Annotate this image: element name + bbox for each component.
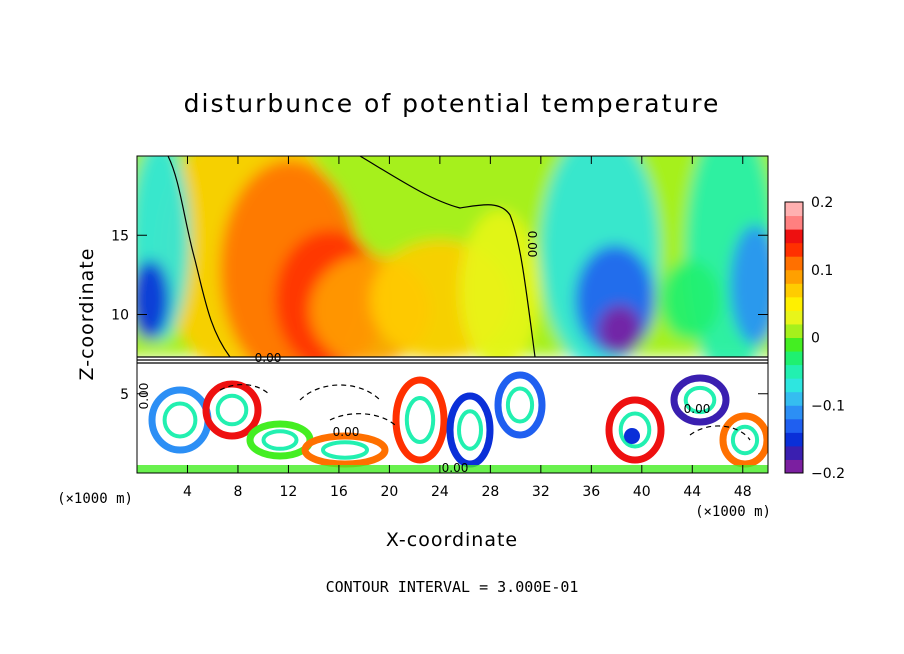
- turbulent-core: [624, 428, 640, 444]
- x-tick-label: 32: [532, 484, 550, 500]
- x-unit-right: (×1000 m): [695, 504, 771, 520]
- lower-field: [137, 357, 768, 473]
- colorbar-segment: [785, 256, 803, 271]
- colorbar-tick-label: −0.2: [811, 466, 845, 482]
- colorbar-segment: [785, 215, 803, 230]
- colorbar-segment: [785, 310, 803, 325]
- turbulent-eddy: [301, 432, 389, 468]
- colorbar-tick-label: 0: [811, 331, 820, 347]
- x-tick-label: 40: [633, 484, 651, 500]
- turbulent-eddy: [605, 396, 665, 464]
- field-blob: [598, 305, 642, 355]
- colorbar-segment: [785, 283, 803, 298]
- y-axis-label: Z-coordinate: [76, 248, 98, 381]
- plot-area: [137, 156, 768, 473]
- turbulent-eddy: [404, 396, 436, 444]
- turbulent-eddy: [261, 429, 299, 451]
- turbulent-eddy: [202, 380, 262, 440]
- colorbar-segment: [785, 351, 803, 366]
- contour-label: 0.00: [525, 231, 539, 258]
- turbulent-eddy: [457, 409, 483, 451]
- contour-lines: [137, 156, 768, 441]
- colorbar-tick-label: 0.2: [811, 195, 833, 211]
- turbulent-eddy: [505, 386, 535, 424]
- colorbar-segment: [785, 364, 803, 379]
- contour-label: 0.00: [255, 351, 282, 365]
- turbulent-eddy: [215, 393, 249, 427]
- turbulent-eddy: [719, 412, 768, 468]
- field-blob: [730, 225, 768, 345]
- colorbar-segment: [785, 391, 803, 406]
- x-tick-label: 16: [330, 484, 348, 500]
- x-tick-label: 28: [481, 484, 499, 500]
- x-axis-label: X-coordinate: [386, 529, 518, 551]
- turbulent-eddy: [618, 411, 652, 449]
- x-unit-left: (×1000 m): [57, 491, 133, 507]
- contour-line: [359, 156, 536, 358]
- colorbar: 0.2 0.1 0 −0.1 −0.2: [784, 195, 845, 482]
- colorbar-segment: [785, 432, 803, 447]
- field-blob: [660, 260, 720, 340]
- y-tick-label: 15: [111, 228, 129, 244]
- colorbar-segment: [785, 242, 803, 257]
- surface-band: [137, 465, 768, 473]
- turbulent-eddy: [162, 401, 198, 439]
- contour-label: 0.00: [442, 461, 469, 475]
- y-tick-label: 5: [120, 387, 129, 403]
- turbulent-eddy: [670, 374, 730, 426]
- contour-label: 0.00: [137, 383, 151, 410]
- x-tick-label: 48: [734, 484, 752, 500]
- x-tick-label: 36: [582, 484, 600, 500]
- colorbar-segment: [785, 269, 803, 284]
- colorbar-segment: [785, 459, 803, 474]
- field-blob: [137, 260, 170, 340]
- colorbar-segment: [785, 229, 803, 244]
- contour-labels: 0.00 0.00 0.00 0.00 0.00 0.00: [137, 231, 710, 475]
- x-tick-label: 8: [233, 484, 242, 500]
- colorbar-tick-label: 0.1: [811, 263, 833, 279]
- turbulent-eddy: [494, 371, 546, 439]
- colorbar-segment: [785, 445, 803, 460]
- colorbar-segment: [785, 378, 803, 393]
- chart-title: disturbunce of potential temperature: [184, 89, 721, 118]
- colorbar-segment: [785, 323, 803, 338]
- x-tick-label: 20: [380, 484, 398, 500]
- colorbar-tick-label: −0.1: [811, 398, 845, 414]
- contour-label: 0.00: [684, 402, 711, 416]
- x-tick-label: 24: [431, 484, 449, 500]
- colorbar-segment: [785, 202, 803, 217]
- x-tick-label: 12: [280, 484, 298, 500]
- contour-line: [167, 156, 231, 358]
- upper-field: [137, 156, 768, 380]
- turbulent-eddy: [683, 385, 717, 415]
- contour-label: 0.00: [333, 425, 360, 439]
- turbulent-eddy: [730, 424, 760, 456]
- colorbar-segment: [785, 296, 803, 311]
- colorbar-frame: [784, 201, 804, 474]
- colorbar-segment: [785, 405, 803, 420]
- x-tick-label: 44: [683, 484, 701, 500]
- contour-interval: CONTOUR INTERVAL = 3.000E-01: [326, 578, 579, 596]
- turbulent-eddy: [392, 376, 448, 464]
- y-tick-label: 10: [111, 308, 129, 324]
- turbulent-eddy: [446, 392, 494, 468]
- contour-line-negative: [219, 383, 271, 396]
- turbulent-eddy: [321, 440, 369, 460]
- x-tick-label: 4: [183, 484, 192, 500]
- colorbar-segment: [785, 337, 803, 352]
- colorbar-segment: [785, 418, 803, 433]
